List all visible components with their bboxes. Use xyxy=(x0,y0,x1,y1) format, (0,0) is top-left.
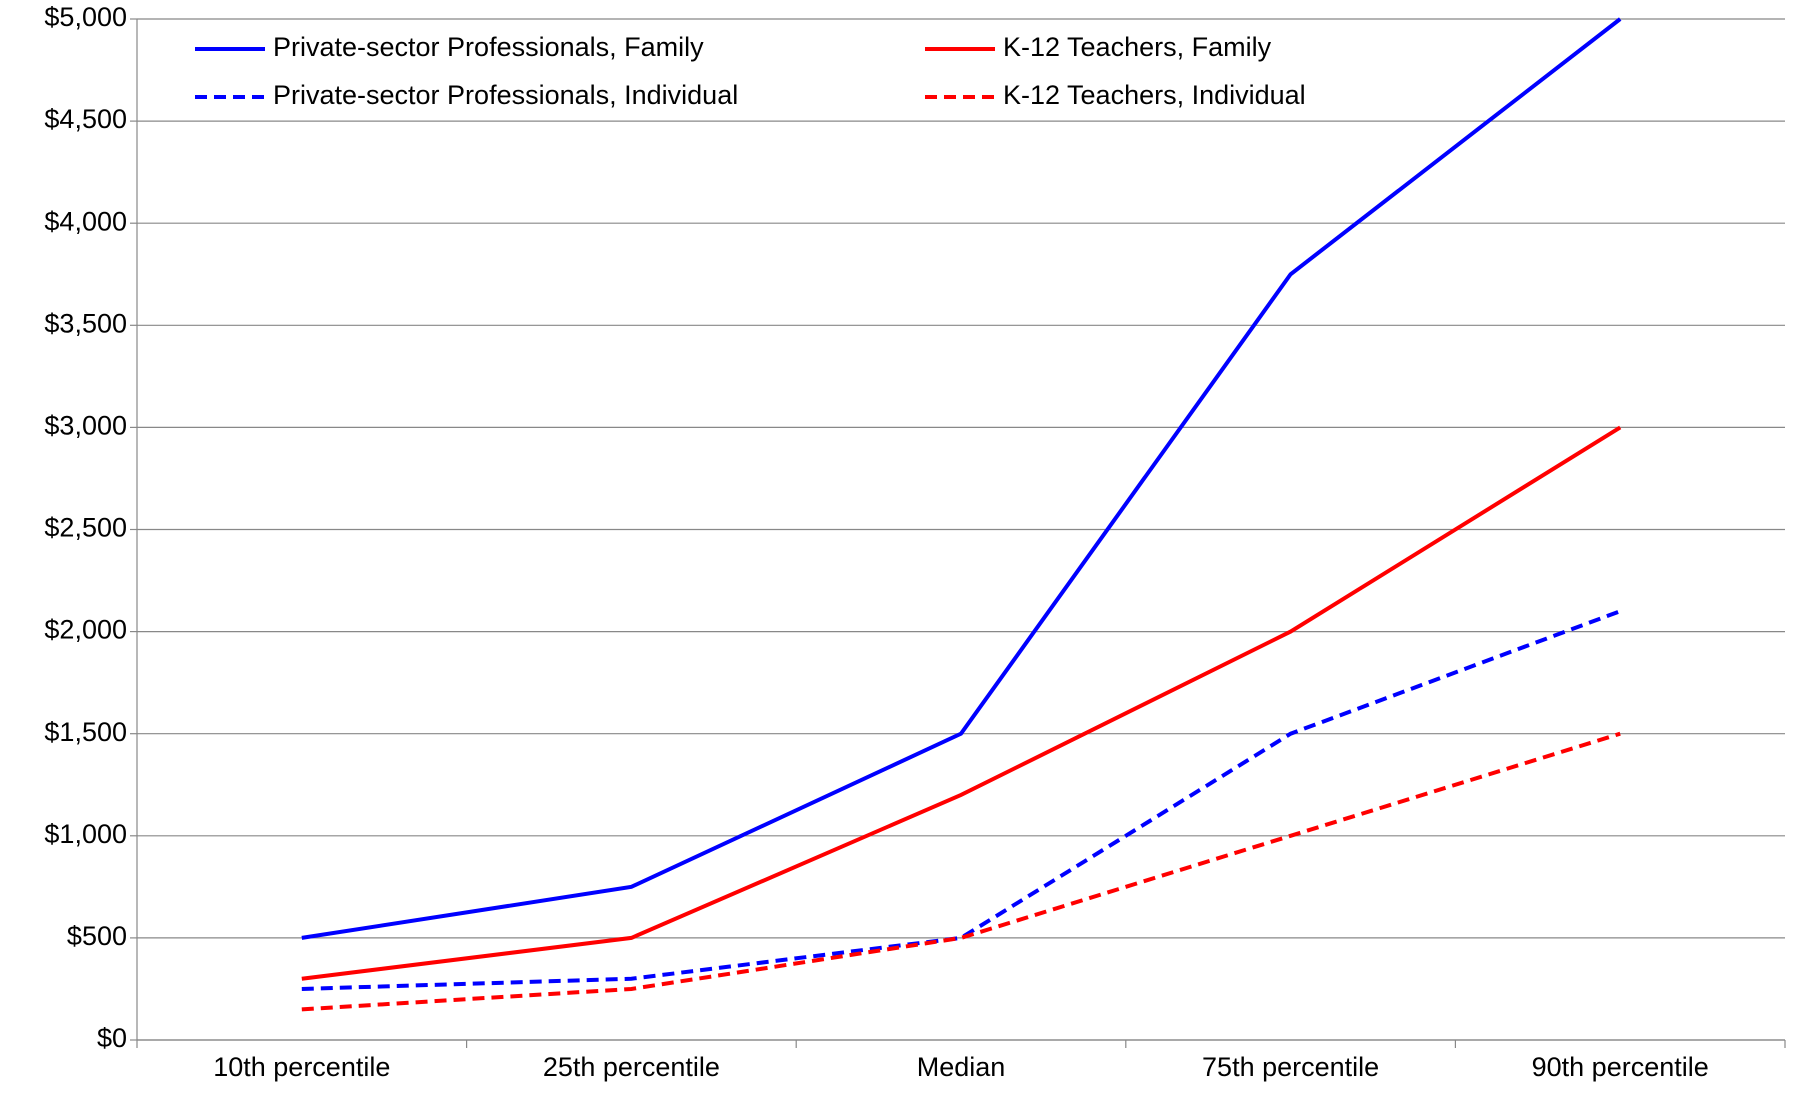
y-tick-label: $5,000 xyxy=(44,2,127,32)
legend-label: K-12 Teachers, Family xyxy=(1003,32,1272,62)
y-tick-label: $500 xyxy=(67,921,127,951)
y-tick-label: $0 xyxy=(97,1023,127,1053)
x-tick-label: 25th percentile xyxy=(543,1052,720,1082)
line-series xyxy=(301,17,1622,940)
x-tick-label: Median xyxy=(917,1052,1006,1082)
line-series xyxy=(301,731,1621,1012)
line-series xyxy=(301,609,1621,991)
legend-label: Private-sector Professionals, Family xyxy=(273,32,704,62)
x-tick-label: 10th percentile xyxy=(213,1052,390,1082)
y-tick-label: $2,500 xyxy=(44,513,127,543)
y-tick-label: $3,500 xyxy=(44,308,127,338)
line-series xyxy=(301,425,1622,981)
y-tick-label: $2,000 xyxy=(44,615,127,645)
y-tick-label: $4,500 xyxy=(44,104,127,134)
y-tick-label: $1,000 xyxy=(44,819,127,849)
y-tick-label: $1,500 xyxy=(44,717,127,747)
x-tick-label: 90th percentile xyxy=(1532,1052,1709,1082)
legend-label: K-12 Teachers, Individual xyxy=(1003,80,1306,110)
legend-label: Private-sector Professionals, Individual xyxy=(273,80,738,110)
x-tick-label: 75th percentile xyxy=(1202,1052,1379,1082)
y-tick-label: $4,000 xyxy=(44,206,127,236)
y-tick-label: $3,000 xyxy=(44,411,127,441)
